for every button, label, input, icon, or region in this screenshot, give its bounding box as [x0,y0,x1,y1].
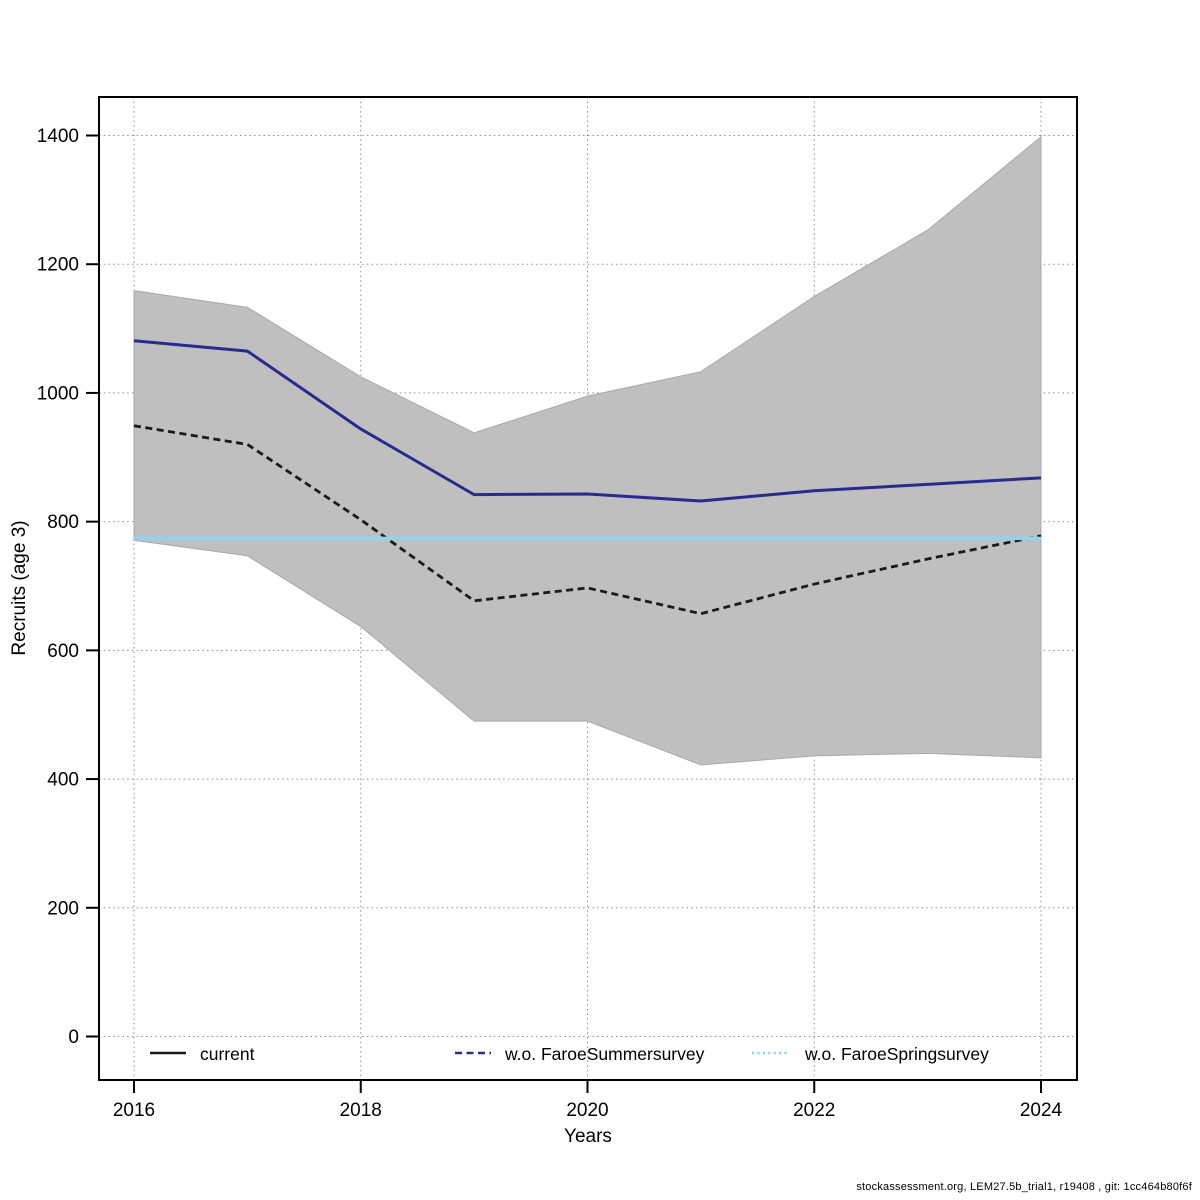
footer-attribution: stockassessment.org, LEM27.5b_trial1, r1… [856,1181,1192,1193]
x-axis-title: Years [564,1126,612,1147]
series-line-w-o-faroesummersurvey [133,339,1042,503]
x-tick-label: 2018 [340,1100,382,1121]
legend-label: current [200,1044,255,1064]
y-tick-label: 200 [47,898,79,919]
y-tick-label: 400 [47,770,79,791]
y-tick-label: 800 [47,512,79,533]
y-tick-label: 600 [47,641,79,662]
x-tick-label: 2020 [566,1100,608,1121]
x-tick-label: 2016 [113,1100,155,1121]
y-tick-label: 0 [68,1027,79,1048]
y-tick-label: 1400 [37,126,79,147]
confidence-band [133,135,1042,766]
legend-label: w.o. FaroeSpringsurvey [804,1044,989,1064]
x-tick-label: 2024 [1020,1100,1063,1121]
y-axis-title: Recruits (age 3) [9,520,30,655]
x-tick-label: 2022 [793,1100,835,1121]
y-tick-label: 1200 [37,255,79,276]
y-tick-label: 1000 [37,383,79,404]
legend-label: w.o. FaroeSummersurvey [504,1044,705,1064]
